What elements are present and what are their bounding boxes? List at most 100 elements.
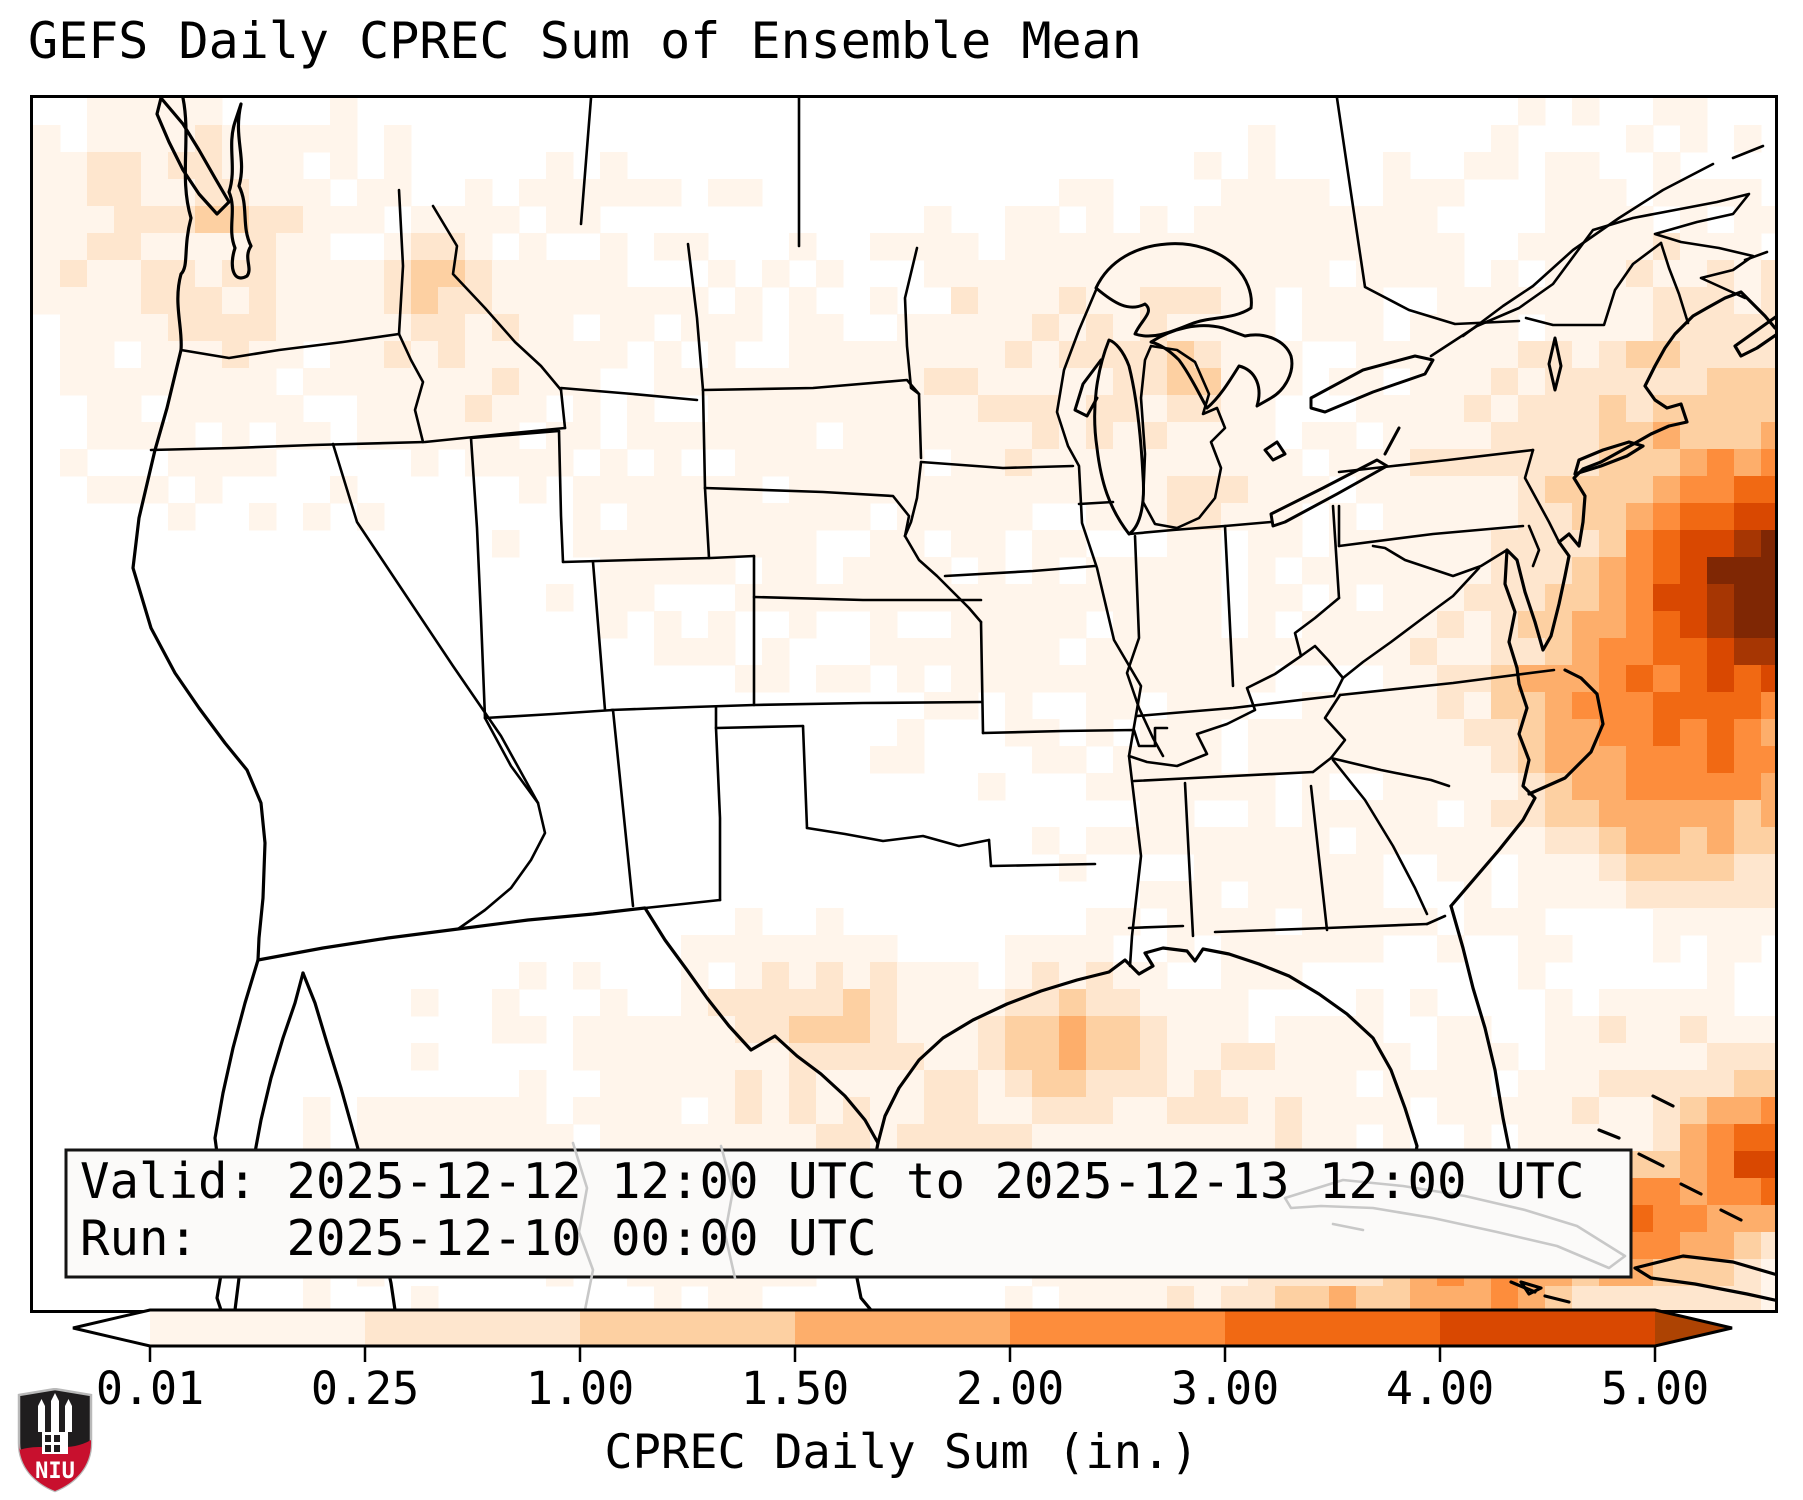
precip-cell bbox=[1248, 1097, 1276, 1125]
state-border bbox=[701, 388, 707, 490]
precip-cell bbox=[1356, 314, 1384, 342]
precip-cell bbox=[87, 179, 115, 207]
precip-cell bbox=[1464, 854, 1492, 882]
colorbar-tick-label: 1.50 bbox=[740, 1362, 850, 1415]
precip-cell bbox=[1302, 1286, 1330, 1310]
precip-cell bbox=[1437, 395, 1465, 423]
precip-cell bbox=[1626, 719, 1654, 747]
precip-cell bbox=[681, 314, 709, 342]
precip-cell bbox=[141, 368, 169, 396]
colorbar-segment bbox=[1225, 1310, 1441, 1346]
precip-cell bbox=[816, 260, 844, 288]
precip-cell bbox=[1032, 584, 1060, 612]
precip-cell bbox=[1383, 530, 1411, 558]
precip-cell bbox=[600, 152, 628, 180]
precip-cell bbox=[870, 557, 898, 585]
precip-cell bbox=[1734, 1070, 1762, 1098]
precip-cell bbox=[1680, 1151, 1708, 1179]
precip-cell bbox=[114, 125, 142, 153]
precip-cell bbox=[1383, 773, 1411, 801]
precip-cell bbox=[816, 1124, 844, 1152]
lake-outline bbox=[1093, 338, 1145, 536]
precip-cell bbox=[735, 314, 763, 342]
foreign-coastline bbox=[1283, 1178, 1627, 1270]
state-border bbox=[1135, 694, 1336, 718]
state-border bbox=[919, 460, 1075, 470]
precip-cell bbox=[1491, 746, 1519, 774]
precip-cell bbox=[870, 530, 898, 558]
precip-cell bbox=[1599, 1016, 1627, 1044]
precip-cell bbox=[1302, 206, 1330, 234]
state-border bbox=[1127, 520, 1273, 536]
precip-cell bbox=[1680, 989, 1708, 1017]
precip-cell bbox=[1329, 557, 1357, 585]
precip-cell bbox=[600, 287, 628, 315]
precip-cell bbox=[1707, 449, 1735, 477]
state-border bbox=[989, 862, 1097, 868]
precip-cell bbox=[1356, 719, 1384, 747]
precip-cell bbox=[1302, 935, 1330, 963]
precip-cell bbox=[1329, 854, 1357, 882]
state-border bbox=[643, 898, 722, 910]
precip-cell bbox=[1599, 773, 1627, 801]
precip-cell bbox=[1491, 368, 1519, 396]
precip-cell bbox=[1491, 719, 1519, 747]
precip-cell bbox=[843, 449, 871, 477]
coastline bbox=[227, 102, 253, 280]
precip-cell bbox=[1680, 314, 1708, 342]
precip-cell bbox=[249, 287, 277, 315]
precip-cell bbox=[1437, 1016, 1465, 1044]
precip-cell bbox=[870, 422, 898, 450]
precip-cell bbox=[1437, 557, 1465, 585]
precip-cell bbox=[1302, 773, 1330, 801]
precip-cell bbox=[1140, 773, 1168, 801]
precip-cell bbox=[1032, 1124, 1060, 1152]
precip-cell bbox=[1275, 1286, 1303, 1310]
precip-cell bbox=[1545, 611, 1573, 639]
precip-cell bbox=[1302, 314, 1330, 342]
precip-cell bbox=[1167, 1016, 1195, 1044]
precip-cell bbox=[735, 908, 763, 936]
precip-cell bbox=[1383, 800, 1411, 828]
precip-cell bbox=[1086, 1124, 1114, 1152]
precip-cell bbox=[735, 179, 763, 207]
precip-cell bbox=[627, 503, 655, 531]
precip-cell bbox=[384, 287, 412, 315]
precip-cell bbox=[1734, 665, 1762, 693]
precip-cell bbox=[1275, 233, 1303, 261]
precip-cell bbox=[951, 962, 979, 990]
precip-cell bbox=[1464, 1043, 1492, 1071]
precip-cell bbox=[519, 341, 547, 369]
precip-cell bbox=[681, 233, 709, 261]
precip-cell bbox=[870, 584, 898, 612]
precip-cell bbox=[1113, 260, 1141, 288]
precip-cell bbox=[789, 503, 817, 531]
precip-cell bbox=[600, 530, 628, 558]
precip-cell bbox=[1167, 530, 1195, 558]
precip-cell bbox=[1734, 854, 1762, 882]
precip-cell bbox=[546, 179, 574, 207]
lake-outline bbox=[1269, 458, 1389, 528]
precip-cell bbox=[384, 341, 412, 369]
precip-cell bbox=[573, 962, 601, 990]
precip-cell bbox=[492, 530, 520, 558]
precip-cell bbox=[1167, 827, 1195, 855]
precip-cell bbox=[1761, 1043, 1775, 1071]
precip-cell bbox=[1545, 935, 1573, 963]
precip-cell bbox=[1464, 1124, 1492, 1152]
precip-cell bbox=[1383, 476, 1411, 504]
precip-cell bbox=[1302, 260, 1330, 288]
precip-cell bbox=[519, 260, 547, 288]
precip-cell bbox=[1599, 314, 1627, 342]
precip-cell bbox=[1194, 152, 1222, 180]
precip-cell bbox=[303, 1286, 331, 1310]
precip-cell bbox=[897, 962, 925, 990]
precip-cell bbox=[1221, 179, 1249, 207]
precip-cell bbox=[1194, 287, 1222, 315]
precip-cell bbox=[1032, 611, 1060, 639]
precip-cell bbox=[1761, 773, 1775, 801]
precip-cell bbox=[303, 206, 331, 234]
precip-cell bbox=[1707, 962, 1735, 990]
precip-cell bbox=[681, 1124, 709, 1152]
precip-cell bbox=[1464, 827, 1492, 855]
